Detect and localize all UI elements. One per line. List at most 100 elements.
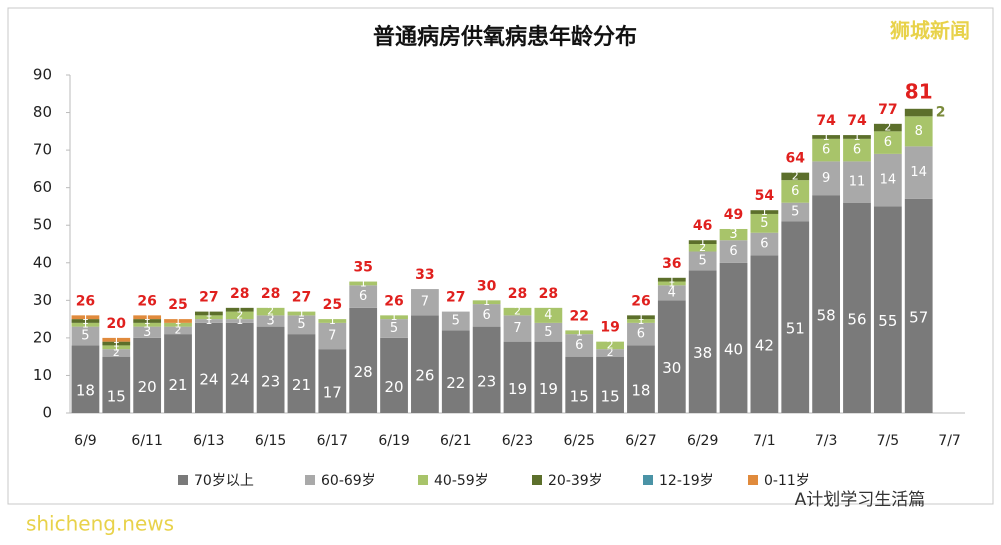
x-tick-label: 7/5 [877, 433, 900, 449]
total-label: 30 [477, 278, 497, 294]
bar-segment [812, 135, 841, 139]
legend-swatch [532, 475, 542, 485]
total-label: 54 [755, 188, 775, 204]
segment-label: 1 [175, 318, 182, 331]
segment-label: 2 [699, 241, 706, 254]
segment-label: 1 [483, 295, 490, 308]
bar-segment [565, 356, 594, 413]
bar-segment [688, 251, 717, 271]
bar-segment [133, 326, 162, 338]
bar-segment [71, 322, 100, 327]
segment-label: 1 [236, 303, 243, 316]
segment-label: 1 [82, 318, 89, 331]
segment-label: 5 [297, 317, 305, 332]
legend-swatch [305, 475, 315, 485]
segment-label: 7 [328, 329, 336, 344]
total-label: 49 [724, 207, 743, 223]
segment-label: 19 [508, 380, 527, 398]
bar-segment [719, 228, 748, 241]
segment-label: 6 [637, 327, 645, 342]
bar-segment [750, 232, 779, 256]
bar-segment [750, 255, 779, 413]
bar-segment [133, 315, 162, 320]
segment-label: 1 [576, 325, 583, 338]
bar-segment [904, 198, 933, 413]
total-label: 74 [847, 113, 867, 129]
segment-label: 1 [82, 314, 89, 327]
segment-label: 2 [236, 308, 243, 321]
segment-label: 1 [329, 314, 336, 327]
bar-segment [318, 349, 347, 413]
bar-segment [287, 311, 316, 316]
total-label: 27 [292, 290, 311, 306]
bar-segment [256, 315, 285, 327]
bar-segment [503, 307, 532, 316]
legend-label: 40-59岁 [434, 473, 489, 489]
bar-segment [71, 315, 100, 320]
total-label: 81 [905, 79, 933, 103]
segment-label: 11 [849, 175, 866, 190]
segment-label: 20 [385, 378, 404, 396]
bar-segment [71, 319, 100, 323]
segment-label: 1 [637, 314, 644, 327]
bar-segment [534, 341, 563, 413]
bar-segment [688, 240, 717, 244]
segment-label: 6 [853, 143, 861, 158]
bar-segment [688, 244, 717, 252]
segment-label: 2 [884, 121, 891, 134]
total-label: 25 [168, 297, 187, 313]
segment-label: 1 [853, 130, 860, 143]
bar-segment [194, 319, 223, 323]
bar-segment [843, 161, 871, 203]
segment-label: 23 [477, 372, 496, 390]
segment-label: 5 [699, 253, 707, 268]
bar-segment [441, 330, 470, 413]
bar-segment [133, 337, 162, 413]
bar-segment [225, 319, 254, 323]
segment-label: 21 [168, 376, 187, 394]
segment-label: 9 [822, 171, 830, 186]
bar-segment [843, 138, 871, 162]
segment-label: 14 [910, 165, 927, 180]
segment-label: 1 [236, 314, 243, 327]
bar-segment [657, 277, 686, 282]
y-tick-label: 10 [33, 366, 52, 384]
segment-label: 55 [878, 312, 897, 330]
bar-segment [164, 326, 192, 335]
segment-label: 21 [292, 376, 311, 394]
bar-segment [441, 311, 470, 331]
segment-label: 23 [261, 372, 280, 390]
bar-segment [380, 319, 408, 338]
segment-label: 28 [354, 363, 373, 381]
bar-segment [812, 138, 841, 162]
segment-label: 20 [138, 378, 157, 396]
bar-segment [194, 315, 223, 320]
bar-segment [596, 341, 624, 350]
bar-segment [349, 285, 378, 308]
legend-swatch [418, 475, 428, 485]
x-tick-label: 6/17 [317, 433, 348, 449]
bar-segment [164, 334, 192, 413]
bar-segment [256, 326, 285, 413]
bar-segment [318, 319, 347, 323]
segment-label: 26 [415, 367, 434, 385]
total-label: 77 [878, 102, 897, 118]
total-label: 20 [107, 316, 127, 332]
bar-segment [565, 330, 594, 335]
total-label: 46 [693, 218, 712, 234]
x-tick-label: 6/15 [255, 433, 286, 449]
bar-segment [596, 349, 624, 357]
legend-label: 12-19岁 [659, 473, 714, 489]
segment-label: 1 [823, 130, 830, 143]
segment-label: 5 [544, 325, 552, 340]
bar-segment [102, 341, 131, 346]
x-tick-label: 7/1 [753, 433, 776, 449]
segment-label: 14 [880, 173, 897, 188]
total-label: 74 [816, 113, 836, 129]
chart-title: 普通病房供氧病患年龄分布 [373, 24, 637, 50]
bar-segment [194, 311, 223, 316]
bar-segment [256, 307, 285, 316]
segment-label: 5 [452, 313, 460, 328]
watermark: 狮城新闻 [890, 19, 970, 43]
